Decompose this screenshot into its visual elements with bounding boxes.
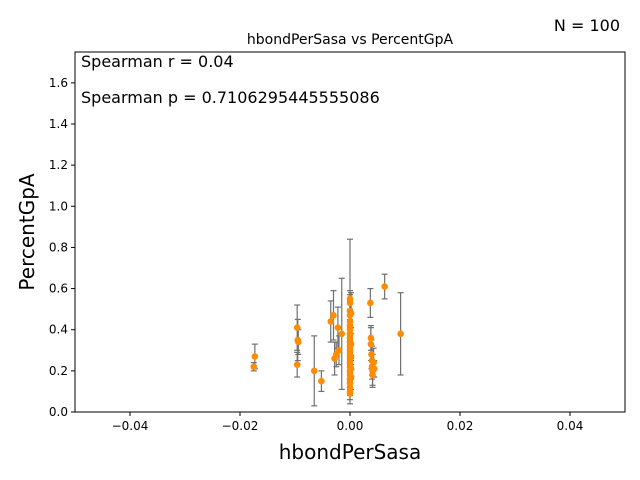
data-point (251, 353, 259, 360)
error-bars (250, 238, 404, 407)
data-point (335, 346, 343, 354)
data-points (250, 283, 404, 397)
y-tick-label: 1.4 (49, 117, 68, 131)
data-point (310, 367, 318, 375)
y-tick-label: 0.6 (49, 282, 68, 296)
y-axis-label: PercentGpA (15, 173, 39, 290)
y-tick-label: 0.2 (49, 364, 68, 378)
data-point (347, 353, 355, 360)
data-point (338, 330, 346, 338)
data-point (346, 390, 354, 397)
x-tick-label: −0.02 (222, 419, 259, 433)
data-point (397, 330, 404, 338)
y-tick-label: 0.8 (49, 240, 68, 254)
y-tick-label: 0.0 (49, 405, 68, 419)
y-axis-ticks: 0.0 0.2 0.4 0.6 0.8 1.0 1.2 1.4 1.6 (49, 76, 75, 419)
n-count-annotation: N = 100 (554, 16, 620, 35)
x-tick-label: −0.04 (112, 419, 149, 433)
data-point (318, 377, 325, 385)
data-point (250, 363, 258, 371)
spearman-p-annotation: Spearman p = 0.7106295445555086 (81, 88, 380, 107)
data-point (347, 373, 355, 381)
data-point (370, 359, 377, 366)
data-point (367, 299, 374, 307)
y-tick-label: 1.6 (49, 76, 68, 90)
y-tick-label: 1.0 (49, 199, 68, 213)
x-tick-label: 0.04 (557, 419, 584, 433)
data-point (368, 351, 375, 358)
data-point (334, 324, 342, 331)
data-point (330, 312, 337, 319)
x-axis-ticks: −0.04 −0.02 0.00 0.02 0.04 (112, 412, 584, 433)
data-point (370, 365, 378, 373)
data-point (367, 340, 375, 348)
data-point (367, 334, 375, 342)
data-point (346, 299, 354, 307)
chart-title: hbondPerSasa vs PercentGpA (247, 32, 454, 48)
data-point (327, 318, 335, 325)
x-axis-label: hbondPerSasa (279, 440, 421, 464)
data-point (381, 283, 388, 290)
x-tick-label: 0.02 (447, 419, 474, 433)
data-point (347, 309, 355, 317)
data-point (293, 361, 301, 368)
data-point (295, 338, 302, 346)
y-tick-label: 1.2 (49, 158, 68, 172)
data-point (347, 365, 355, 373)
data-point (347, 340, 355, 348)
spearman-r-annotation: Spearman r = 0.04 (81, 52, 234, 71)
y-tick-label: 0.4 (49, 323, 68, 337)
x-tick-label: 0.00 (337, 419, 364, 433)
data-point (293, 324, 301, 331)
data-point (369, 371, 376, 379)
